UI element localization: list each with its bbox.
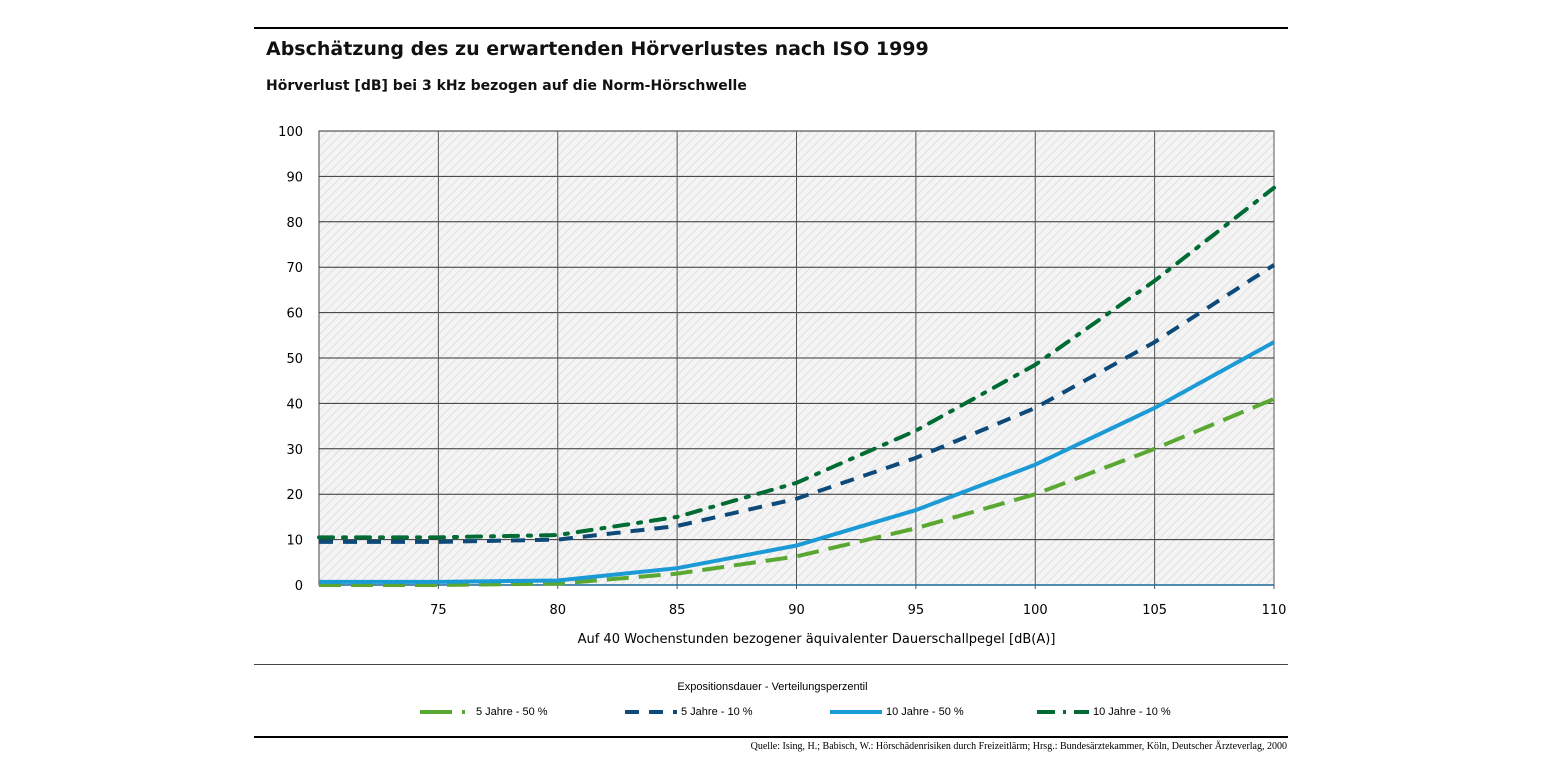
x-tick-label: 105: [1142, 603, 1167, 618]
x-tick-label: 110: [1262, 603, 1287, 618]
series-line-1: [319, 263, 1276, 544]
legend-swatch: [625, 710, 677, 714]
y-tick-label: 70: [286, 261, 303, 276]
source-note: Quelle: Ising, H.; Babisch, W.: Hörschäd…: [750, 741, 1287, 752]
y-tick-label: 90: [286, 170, 303, 185]
series-line-3: [317, 185, 1276, 540]
y-tick-label: 80: [286, 216, 303, 231]
legend-label: 10 Jahre - 50 %: [886, 706, 964, 718]
bottom-rule: [254, 736, 1288, 738]
x-tick-label: 100: [1023, 603, 1048, 618]
top-rule: [254, 27, 1288, 29]
x-axis-label: Auf 40 Wochenstunden bezogener äquivalen…: [578, 632, 1056, 647]
legend-label: 10 Jahre - 10 %: [1093, 706, 1171, 718]
x-tick-label: 85: [669, 603, 686, 618]
y-tick-label: 50: [286, 352, 303, 367]
y-tick-label: 40: [286, 397, 303, 412]
legend-item: 10 Jahre - 50 %: [830, 706, 964, 718]
y-tick-label: 30: [286, 443, 303, 458]
legend-item: 5 Jahre - 10 %: [625, 706, 753, 718]
x-tick-label: 80: [549, 603, 566, 618]
y-tick-label: 20: [286, 488, 303, 503]
legend-title: Expositionsdauer - Verteilungsperzentil: [677, 681, 868, 693]
x-tick-label: 90: [788, 603, 805, 618]
series-line-2: [319, 340, 1275, 584]
x-tick-label: 95: [908, 603, 925, 618]
chart-title: Abschätzung des zu erwartenden Hörverlus…: [266, 38, 929, 60]
y-axis-label: Hörverlust [dB] bei 3 kHz bezogen auf di…: [266, 78, 747, 94]
legend-swatch: [830, 710, 882, 714]
x-tick-label: 75: [430, 603, 447, 618]
legend-swatch: [1037, 710, 1089, 714]
y-tick-label: 100: [278, 125, 303, 140]
y-tick-label: 0: [295, 579, 303, 594]
y-tick-label: 10: [286, 534, 303, 549]
legend-item: 5 Jahre - 50 %: [420, 706, 548, 718]
legend-item: 10 Jahre - 10 %: [1037, 706, 1171, 718]
legend-label: 5 Jahre - 10 %: [681, 706, 753, 718]
mid-rule: [254, 664, 1288, 665]
series-line-0: [319, 397, 1275, 587]
legend-swatch: [420, 710, 472, 714]
legend-label: 5 Jahre - 50 %: [476, 706, 548, 718]
y-tick-label: 60: [286, 307, 303, 322]
